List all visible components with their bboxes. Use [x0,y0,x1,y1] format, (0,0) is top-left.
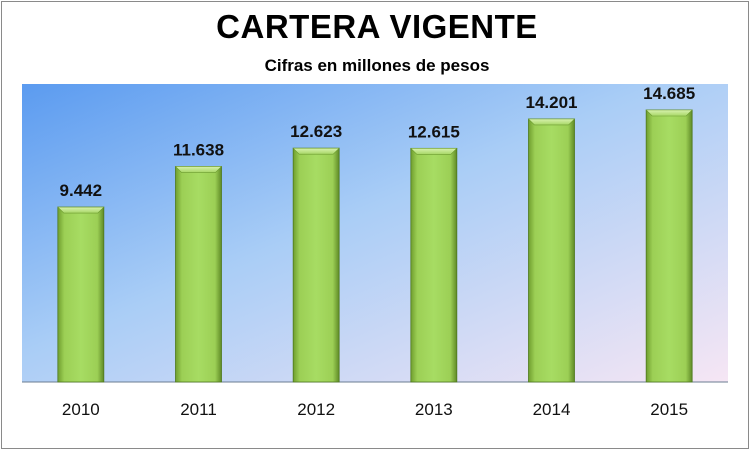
bar-face [528,118,575,383]
bar-2011 [174,166,223,383]
chart-title: CARTERA VIGENTE [216,8,538,45]
data-label-2014: 14.201 [526,93,578,112]
bar-face [645,109,693,383]
x-tick-2010: 2010 [62,400,100,419]
x-tick-2012: 2012 [297,400,335,419]
bar-2012 [292,147,340,383]
bar-2010 [57,206,105,383]
bar-face [292,147,340,383]
data-label-2015: 14.685 [643,84,695,103]
x-tick-2013: 2013 [415,400,453,419]
bar-face [57,206,105,383]
x-tick-2015: 2015 [650,400,688,419]
x-tick-2011: 2011 [180,400,217,419]
data-label-2010: 9.442 [60,181,103,200]
data-label-2012: 12.623 [290,122,342,141]
bar-bevel [645,109,693,117]
bar-2015 [645,109,693,383]
data-label-2013: 12.615 [408,122,460,141]
bar-bevel [57,206,105,214]
bar-face [175,166,222,383]
x-tick-2014: 2014 [533,400,571,419]
data-label-2011: 11.638 [173,140,224,159]
chart-subtitle: Cifras en millones de pesos [264,56,490,75]
bar-2014 [527,118,576,383]
bar-bevel [174,166,223,173]
bar-face [410,147,458,383]
bar-bevel [292,147,340,155]
bar-2013 [410,147,458,383]
plot-area [22,84,728,382]
bar-bevel [410,148,458,155]
bar-bevel [527,118,576,126]
